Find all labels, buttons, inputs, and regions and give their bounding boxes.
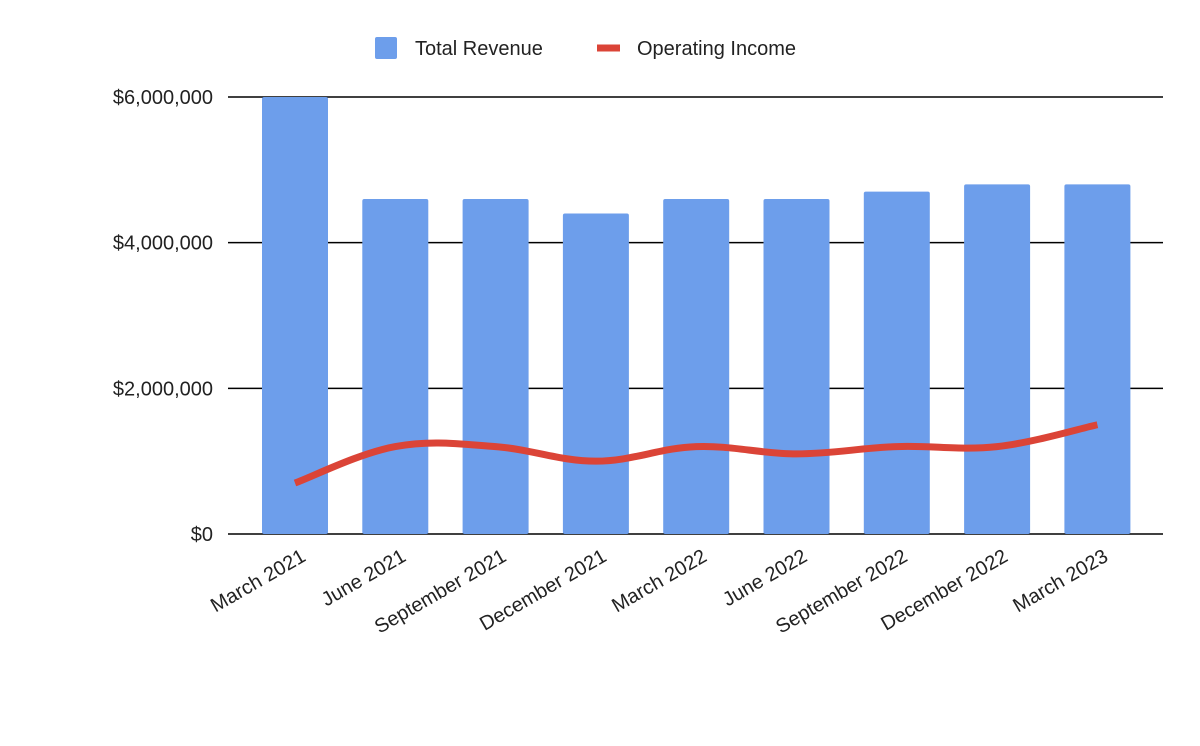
bar-june-2021 bbox=[362, 198, 429, 534]
bar-december-2021 bbox=[562, 213, 629, 535]
bar-march-2022 bbox=[663, 198, 730, 534]
bars bbox=[262, 97, 1131, 535]
x-tick-label: March 2023 bbox=[1009, 545, 1111, 617]
legend-label-operating-income: Operating Income bbox=[637, 38, 796, 60]
bar-march-2023 bbox=[1064, 184, 1131, 534]
legend-label-total-revenue: Total Revenue bbox=[415, 38, 543, 60]
x-tick-label: March 2022 bbox=[608, 545, 710, 617]
y-tick-label: $6,000,000 bbox=[113, 87, 213, 109]
bar-september-2022 bbox=[863, 191, 930, 534]
x-tick-label: June 2022 bbox=[719, 545, 811, 611]
operating-income-line bbox=[293, 421, 1099, 487]
y-tick-label: $2,000,000 bbox=[113, 378, 213, 400]
line-series bbox=[293, 421, 1099, 487]
y-tick-label: $4,000,000 bbox=[113, 233, 213, 255]
bar-june-2022 bbox=[763, 198, 830, 534]
legend-swatch-total-revenue bbox=[375, 37, 397, 59]
bar-september-2021 bbox=[462, 198, 529, 534]
legend: Total Revenue Operating Income bbox=[375, 37, 796, 60]
bar-december-2022 bbox=[964, 184, 1031, 534]
x-tick-label: June 2021 bbox=[318, 545, 410, 611]
bar-march-2021 bbox=[262, 97, 328, 534]
x-tick-label: March 2021 bbox=[207, 545, 309, 617]
y-axis: $0 $2,000,000 $4,000,000 $6,000,000 bbox=[113, 87, 213, 546]
y-tick-label: $0 bbox=[191, 524, 213, 546]
